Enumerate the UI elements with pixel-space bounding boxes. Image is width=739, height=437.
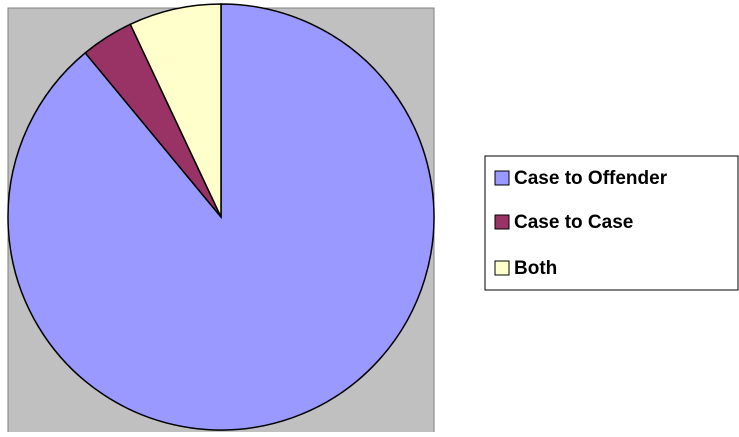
legend-box [484, 155, 739, 291]
legend-label: Case to Case [514, 212, 633, 233]
legend-swatch [494, 260, 510, 276]
legend-swatch [494, 170, 510, 186]
pie-slice [129, 3, 222, 218]
legend-label: Both [514, 258, 557, 279]
legend-label: Case to Offender [514, 168, 668, 189]
legend-swatch [494, 214, 510, 230]
